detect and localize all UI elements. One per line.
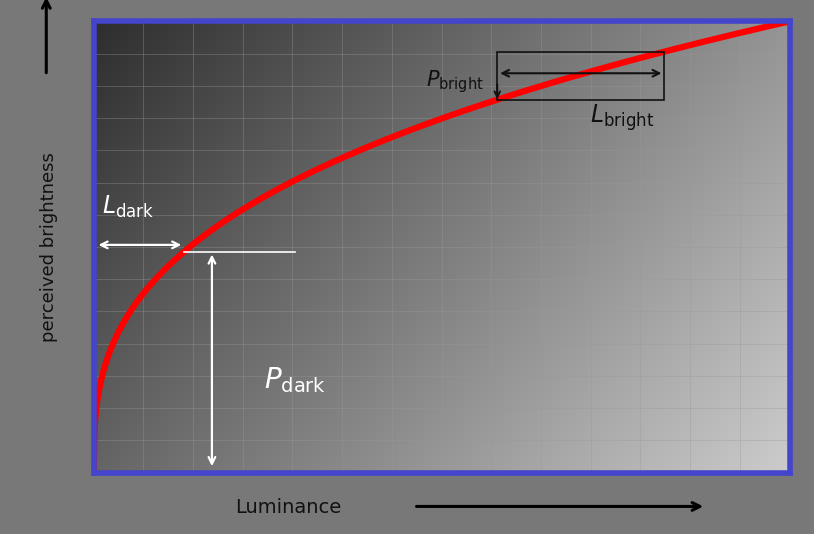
Bar [497,52,664,100]
Text: Luminance: Luminance [235,498,342,517]
Text: $\mathit{L}_{\rm bright}$: $\mathit{L}_{\rm bright}$ [590,103,654,134]
Text: $\mathit{P}_{\rm dark}$: $\mathit{P}_{\rm dark}$ [265,365,326,395]
Text: $\mathit{L}_{\rm dark}$: $\mathit{L}_{\rm dark}$ [102,194,154,220]
Text: perceived brightness: perceived brightness [40,152,58,342]
Text: $\mathit{P}_{\rm bright}$: $\mathit{P}_{\rm bright}$ [426,68,484,95]
